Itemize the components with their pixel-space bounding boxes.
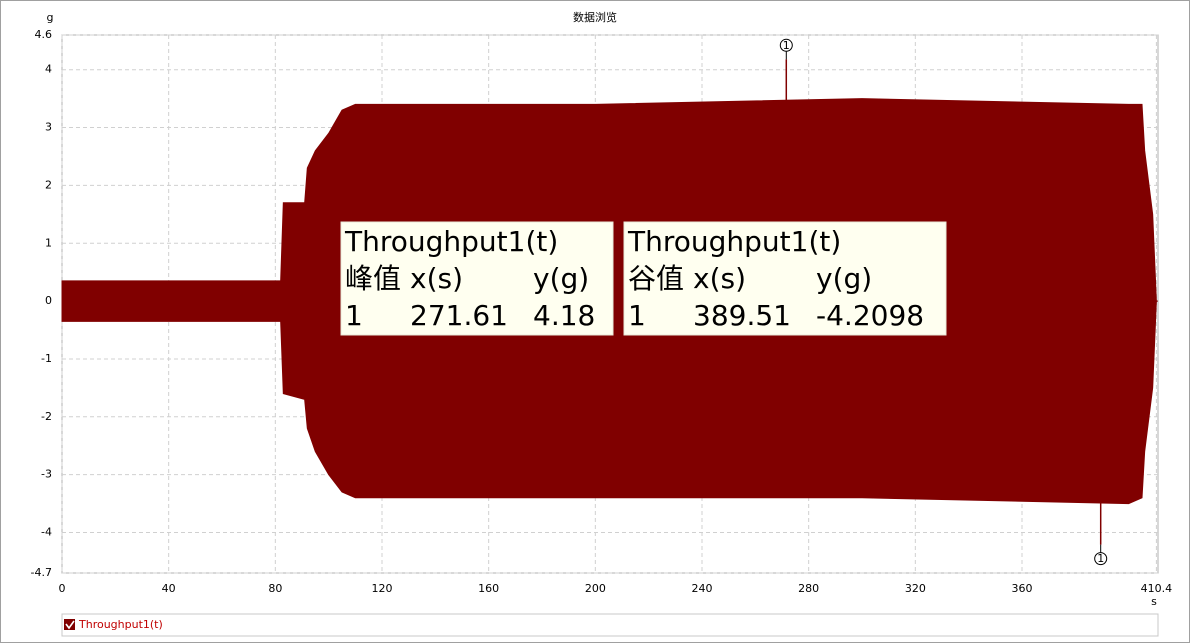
legend-checkbox[interactable] <box>64 619 75 630</box>
y-unit: g <box>47 11 54 24</box>
y-tick-label: 3 <box>45 121 52 134</box>
y-tick-label: 0 <box>45 294 52 307</box>
y-tick-label: 4.6 <box>35 28 53 41</box>
y-tick-label: -2 <box>41 410 52 423</box>
y-tick-label: -1 <box>41 352 52 365</box>
y-tick-label: 2 <box>45 178 52 191</box>
peak-index: 1 <box>628 299 646 332</box>
signal-lower <box>61 300 1157 505</box>
y-tick-label: 4 <box>45 63 52 76</box>
x-tick-label: 240 <box>692 582 713 595</box>
peak-title: Throughput1(t) <box>627 225 841 258</box>
peak-x-header: x(s) <box>410 262 463 295</box>
y-tick-label: 1 <box>45 236 52 249</box>
y-tick-label: -4.7 <box>31 566 52 579</box>
peak-y-header: y(g) <box>816 262 872 295</box>
chart-title: 数据浏览 <box>573 10 617 24</box>
peak-y: 4.18 <box>533 299 595 332</box>
y-tick-label: -4 <box>41 526 52 539</box>
x-tick-label: 120 <box>372 582 393 595</box>
peak-kind: 峰值 <box>345 262 401 295</box>
legend-check <box>65 620 75 630</box>
peak-box <box>340 221 614 336</box>
x-tick-label: 40 <box>162 582 176 595</box>
peak-y-header: y(g) <box>533 262 589 295</box>
legend-label[interactable]: Throughput1(t) <box>78 618 163 631</box>
x-tick-label: 360 <box>1012 582 1033 595</box>
x-tick-label: 80 <box>268 582 282 595</box>
peak-y: -4.2098 <box>816 299 924 332</box>
peak-x-header: x(s) <box>693 262 746 295</box>
marker-circle <box>779 38 793 52</box>
peak-title: Throughput1(t) <box>344 225 558 258</box>
x-tick-label: 280 <box>798 582 819 595</box>
peak-index: 1 <box>345 299 363 332</box>
x-unit: s <box>1151 595 1157 608</box>
y-tick-label: -3 <box>41 468 52 481</box>
x-tick-label: 320 <box>905 582 926 595</box>
x-tick-label: 160 <box>478 582 499 595</box>
x-tick-label: 0 <box>59 582 66 595</box>
peak-kind: 谷值 <box>628 262 684 295</box>
legend <box>61 613 1159 637</box>
marker-label: 1 <box>1097 552 1104 565</box>
peak-x: 271.61 <box>410 299 508 332</box>
x-tick-label: 410.4 <box>1141 582 1173 595</box>
peak-box <box>623 221 947 336</box>
marker-circle <box>1094 552 1108 566</box>
peak-x: 389.51 <box>693 299 791 332</box>
x-tick-label: 200 <box>585 582 606 595</box>
marker-label: 1 <box>783 39 790 52</box>
